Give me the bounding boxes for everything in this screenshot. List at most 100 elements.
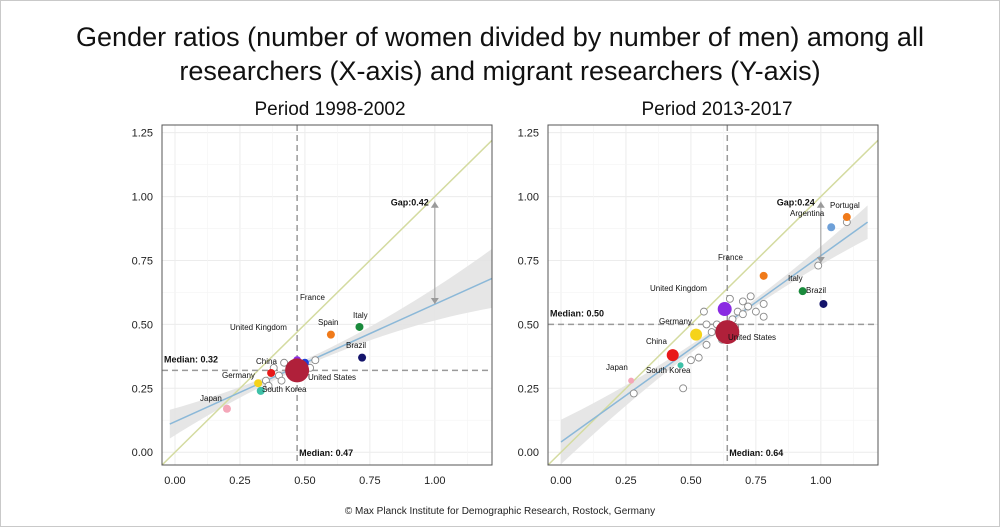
other-country-point xyxy=(702,320,711,329)
country-label: France xyxy=(300,293,325,302)
x-tick-label: 1.00 xyxy=(424,475,445,487)
country-point xyxy=(628,377,635,384)
country-point xyxy=(819,299,828,308)
y-tick-label: 0.50 xyxy=(518,319,539,331)
y-tick-label: 0.75 xyxy=(132,255,153,267)
x-tick-label: 0.75 xyxy=(745,475,766,487)
panel-border xyxy=(547,124,879,466)
country-label: Argentina xyxy=(790,209,825,218)
other-country-point xyxy=(738,297,747,306)
other-country-point xyxy=(686,356,695,365)
x-tick-label: 0.25 xyxy=(229,475,250,487)
panel-right-title: Period 2013-2017 xyxy=(641,99,793,120)
country-label: China xyxy=(256,357,277,366)
figure-title: Gender ratios (number of women divided b… xyxy=(0,20,1000,88)
other-country-point xyxy=(759,312,768,321)
x-tick-label: 0.25 xyxy=(615,475,636,487)
y-tick-label: 1.00 xyxy=(132,192,153,204)
other-country-point xyxy=(277,376,286,385)
other-country-point xyxy=(699,307,708,316)
country-point xyxy=(285,358,310,383)
country-label: United States xyxy=(728,333,776,342)
country-label: Spain xyxy=(318,318,338,327)
other-country-point xyxy=(264,381,273,390)
country-label: China xyxy=(646,337,667,346)
y-tick-label: 0.25 xyxy=(132,383,153,395)
other-country-point xyxy=(738,310,747,319)
y-tick-label: 0.50 xyxy=(132,319,153,331)
country-label: United Kingdom xyxy=(230,323,287,332)
median-y-label: Median: 0.32 xyxy=(164,354,218,364)
country-label: South Korea xyxy=(262,385,307,394)
country-point xyxy=(717,302,732,317)
x-tick-label: 1.00 xyxy=(810,475,831,487)
panel-left: France United Kingdom Spain Italy Brazil Chin… xyxy=(132,124,493,487)
title-line-1: Gender ratios (number of women divided b… xyxy=(76,22,924,52)
y-tick-label: 0.75 xyxy=(518,255,539,267)
title-line-2: researchers (X-axis) and migrant researc… xyxy=(179,56,821,86)
y-tick-label: 1.00 xyxy=(518,192,539,204)
country-point xyxy=(690,328,703,341)
panel-left-title: Period 1998-2002 xyxy=(254,99,406,120)
country-point xyxy=(759,271,768,280)
other-country-point xyxy=(814,261,823,270)
country-label: Portugal xyxy=(830,201,860,210)
country-label: United Kingdom xyxy=(650,284,707,293)
country-point xyxy=(358,353,367,362)
country-label: Japan xyxy=(200,394,222,403)
country-label: Japan xyxy=(606,363,628,372)
country-point xyxy=(677,362,684,369)
y-tick-label: 0.00 xyxy=(518,447,539,459)
gap-label: Gap:0.24 xyxy=(777,198,815,208)
y-tick-label: 1.25 xyxy=(132,128,153,140)
country-label: Brazil xyxy=(806,286,826,295)
other-country-point xyxy=(707,328,716,337)
x-tick-label: 0.75 xyxy=(359,475,380,487)
gap-arrow-head-top xyxy=(430,201,439,208)
country-label: Germany xyxy=(222,371,255,380)
country-point xyxy=(256,386,265,395)
median-x-label: Median: 0.64 xyxy=(729,448,783,458)
x-tick-label: 0.00 xyxy=(550,475,571,487)
other-country-point xyxy=(280,358,289,367)
other-country-point xyxy=(694,353,703,362)
country-point xyxy=(715,320,740,345)
x-tick-label: 0.50 xyxy=(680,475,701,487)
other-country-point xyxy=(744,302,753,311)
country-point xyxy=(666,349,679,362)
other-country-point xyxy=(702,340,711,349)
other-country-point xyxy=(759,299,768,308)
country-point xyxy=(798,287,807,296)
y-tick-label: 0.00 xyxy=(132,447,153,459)
country-point xyxy=(222,404,231,413)
median-x-label: Median: 0.47 xyxy=(299,448,353,458)
country-point xyxy=(355,322,364,331)
plot-area xyxy=(548,125,878,465)
other-country-point xyxy=(679,384,688,393)
country-label: South Korea xyxy=(646,366,691,375)
x-tick-label: 0.00 xyxy=(164,475,185,487)
country-point xyxy=(326,330,335,339)
gap-arrow-head-bottom xyxy=(430,297,439,304)
confidence-band xyxy=(169,248,492,439)
country-label: Italy xyxy=(353,311,368,320)
country-label: Italy xyxy=(788,274,803,283)
panel-border xyxy=(161,124,493,466)
copyright-credit: © Max Planck Institute for Demographic R… xyxy=(344,506,656,517)
regression-line xyxy=(169,277,492,425)
country-label: Germany xyxy=(659,317,692,326)
y-tick-label: 1.25 xyxy=(518,128,539,140)
other-country-point xyxy=(629,389,638,398)
plot-area xyxy=(162,125,492,465)
diagonal-line xyxy=(548,139,878,465)
country-point xyxy=(267,368,276,377)
other-country-point xyxy=(746,292,755,301)
country-point xyxy=(842,213,851,222)
country-point xyxy=(254,379,263,388)
y-tick-label: 0.25 xyxy=(518,383,539,395)
gap-label: Gap:0.42 xyxy=(391,198,429,208)
x-tick-label: 0.50 xyxy=(294,475,315,487)
other-country-point xyxy=(725,294,734,303)
country-label: Brazil xyxy=(346,341,366,350)
